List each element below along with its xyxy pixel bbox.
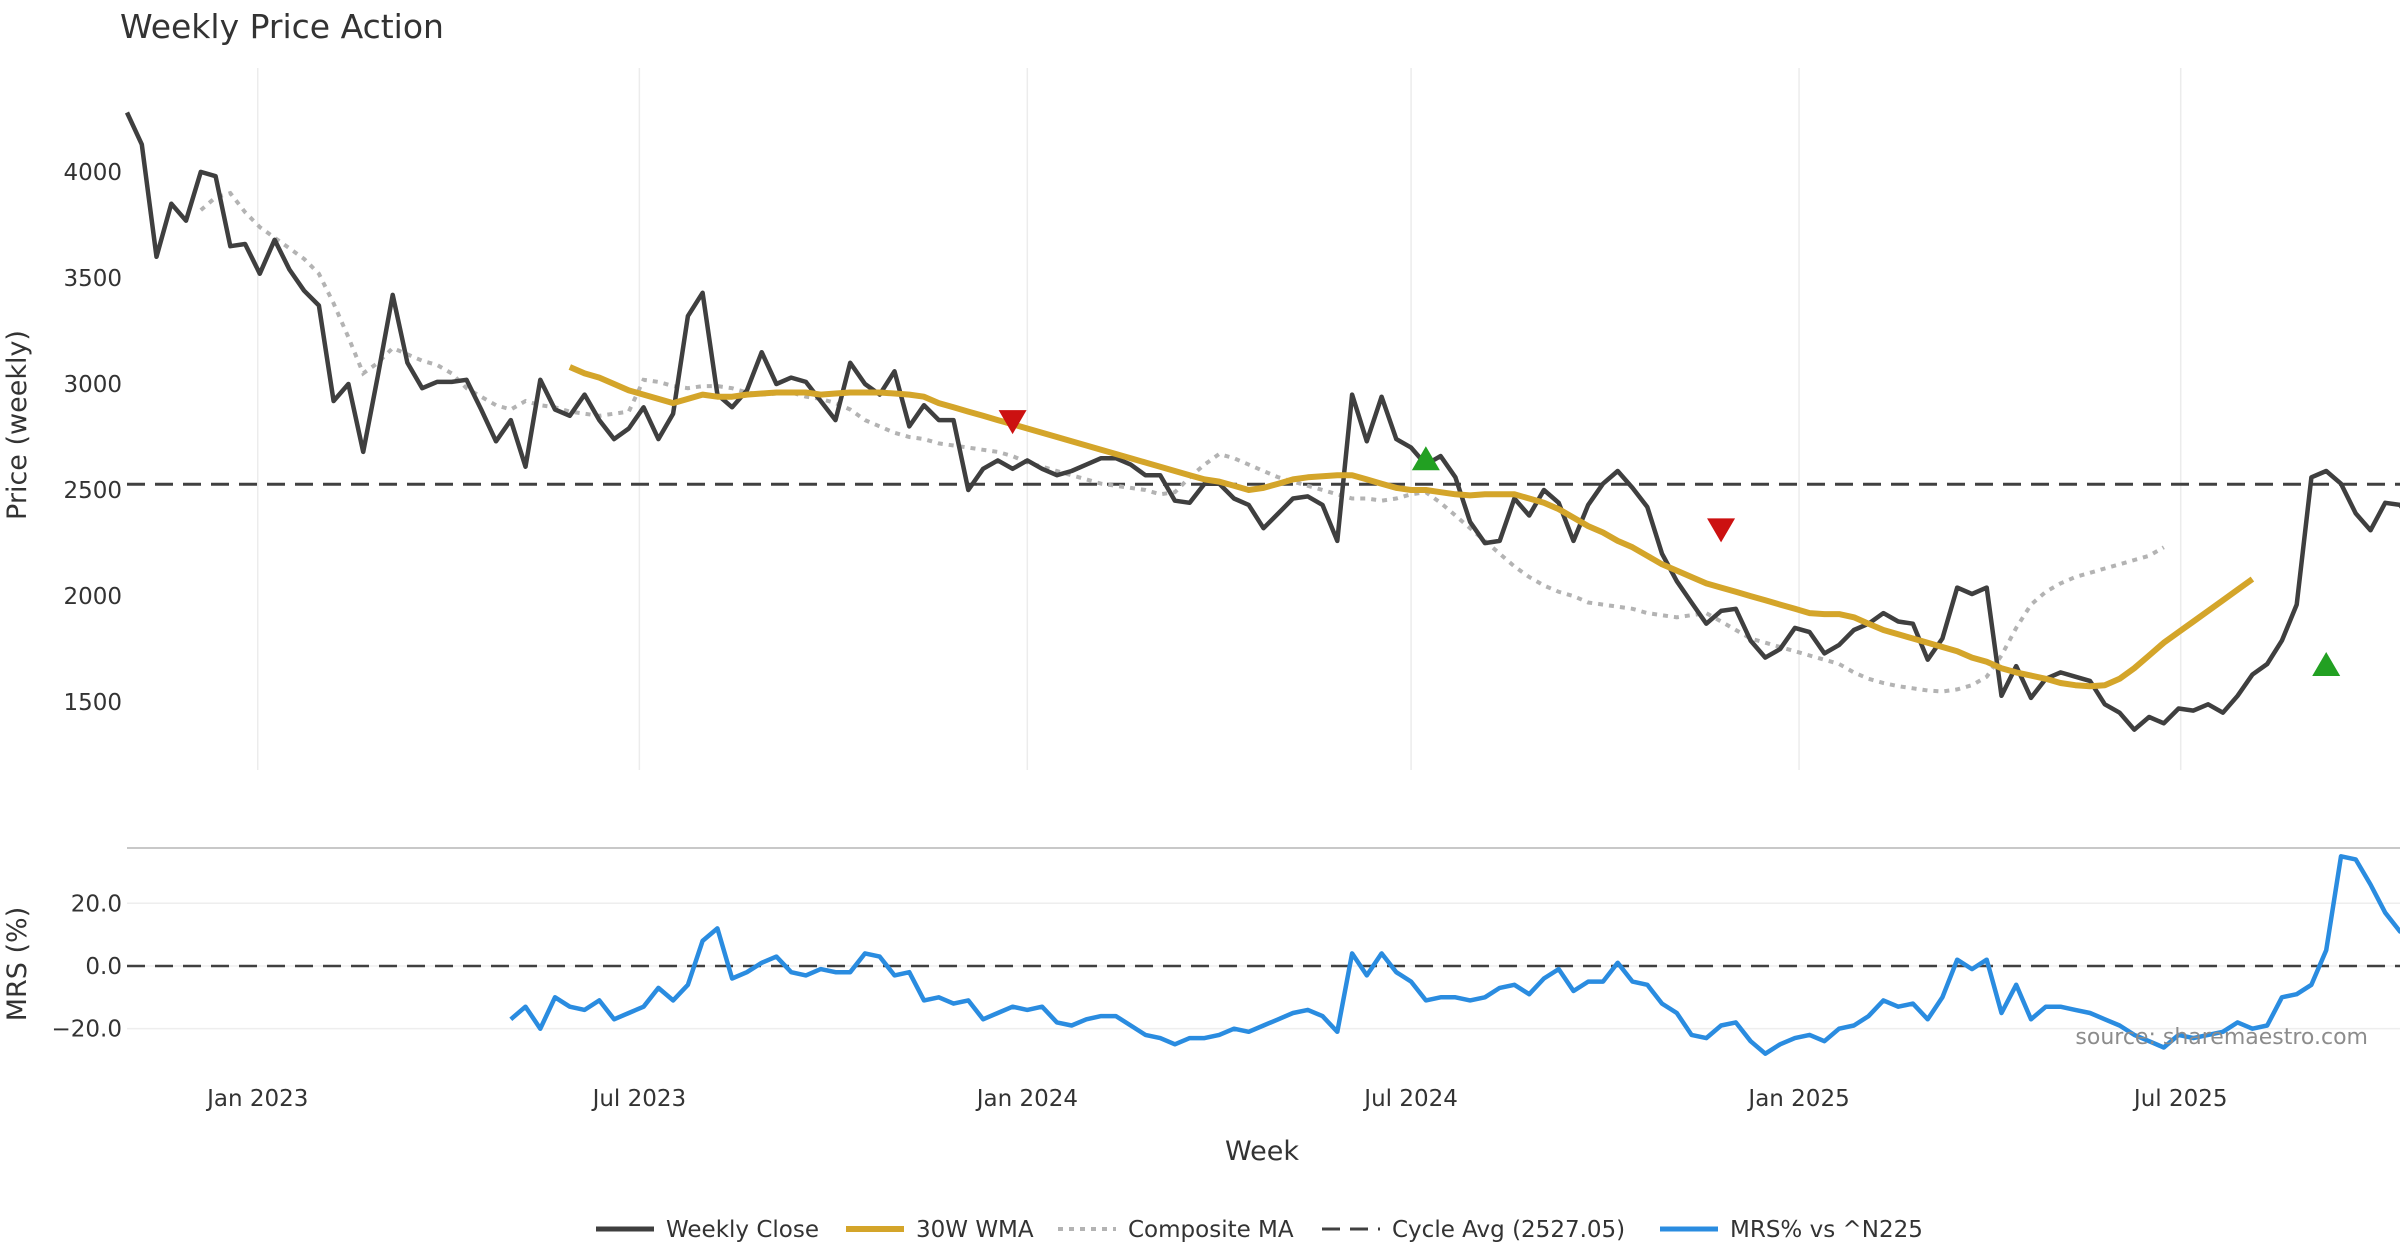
x-tick-label: Jan 2024 xyxy=(975,1086,1078,1112)
legend-item: Weekly Close xyxy=(596,1217,819,1243)
legend-label: Cycle Avg (2527.05) xyxy=(1392,1217,1625,1243)
composite-ma-line xyxy=(199,190,2165,694)
price-y-tick-label: 3500 xyxy=(63,266,122,292)
sell-signal-marker xyxy=(1707,518,1736,543)
weekly-close-line xyxy=(124,111,2400,732)
mrs-panel: 20.0 0.0 −20.0 xyxy=(52,854,2400,1056)
x-axis: Jan 2023 Jul 2023 Jan 2024 Jul 2024 Jan 2025… xyxy=(205,1086,2227,1112)
chart-title: Weekly Price Action xyxy=(120,7,444,46)
x-tick-label: Jul 2023 xyxy=(591,1086,687,1112)
price-panel: 1500 2000 2500 3000 3500 4000 xyxy=(63,111,2400,732)
price-y-tick-label: 1500 xyxy=(63,690,122,716)
grid xyxy=(127,68,2400,1030)
x-tick-label: Jul 2025 xyxy=(2132,1086,2228,1112)
legend-label: Weekly Close xyxy=(666,1217,819,1243)
mrs-y-axis-label: MRS (%) xyxy=(2,907,33,1022)
price-y-tick-label: 2500 xyxy=(63,478,122,504)
legend-item: 30W WMA xyxy=(846,1217,1034,1243)
x-tick-label: Jan 2025 xyxy=(1746,1086,1849,1112)
mrs-y-tick-label: −20.0 xyxy=(52,1017,122,1043)
sell-signal-marker xyxy=(998,410,1027,435)
x-axis-label: Week xyxy=(1225,1136,1299,1167)
price-y-tick-label: 3000 xyxy=(63,372,122,398)
legend-item: Composite MA xyxy=(1058,1217,1294,1243)
source-note: source: sharemaestro.com xyxy=(2075,1025,2368,1050)
legend-item: MRS% vs ^N225 xyxy=(1660,1217,1923,1243)
buy-signal-marker xyxy=(2312,651,2341,676)
buy-signal-marker xyxy=(1411,446,1440,471)
legend: Weekly Close 30W WMA Composite MA Cycle Avg… xyxy=(596,1217,1923,1243)
x-tick-label: Jan 2023 xyxy=(205,1086,308,1112)
price-y-axis-label: Price (weekly) xyxy=(2,330,33,520)
legend-label: 30W WMA xyxy=(916,1217,1034,1243)
legend-label: Composite MA xyxy=(1128,1217,1294,1243)
price-y-tick-label: 2000 xyxy=(63,584,122,610)
mrs-y-tick-label: 20.0 xyxy=(71,891,122,917)
legend-item: Cycle Avg (2527.05) xyxy=(1322,1217,1625,1243)
wma-30w-line xyxy=(568,364,2255,690)
mrs-y-tick-label: 0.0 xyxy=(85,954,122,980)
price-y-tick-label: 4000 xyxy=(63,160,122,186)
x-tick-label: Jul 2024 xyxy=(1362,1086,1458,1112)
mrs-line xyxy=(509,854,2400,1056)
legend-label: MRS% vs ^N225 xyxy=(1730,1217,1923,1243)
